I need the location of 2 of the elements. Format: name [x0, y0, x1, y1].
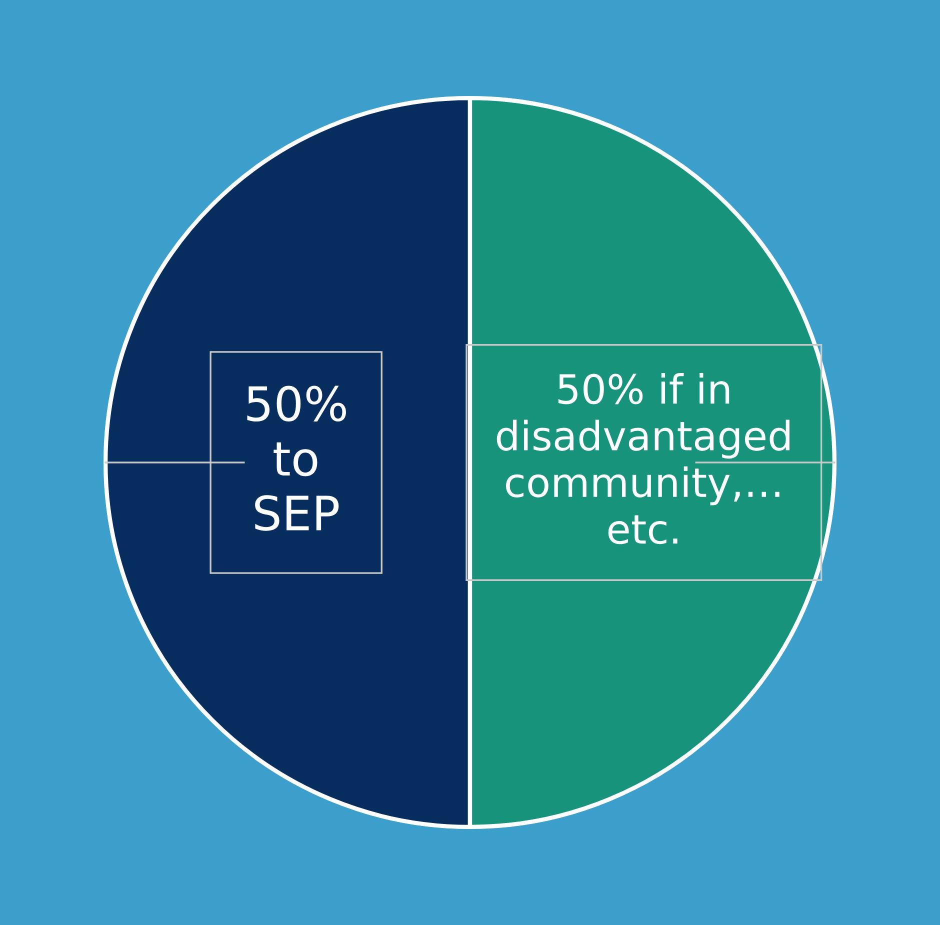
slice-label: 50% if in disadvantaged community,… etc.: [496, 373, 790, 544]
slice-label: 50% to SEP: [247, 386, 346, 531]
